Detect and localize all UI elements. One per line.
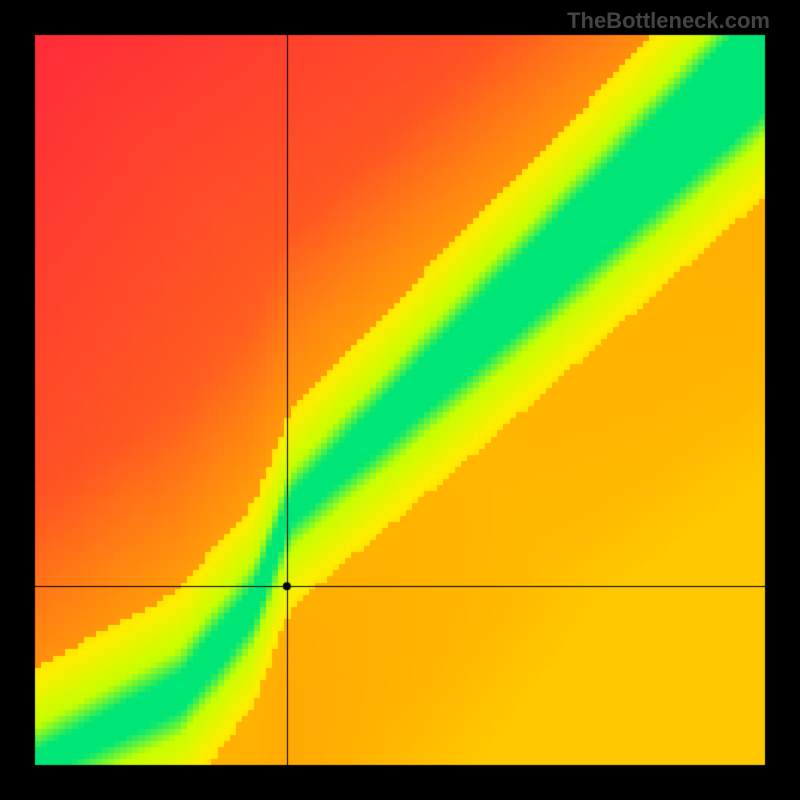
chart-container: TheBottleneck.com bbox=[0, 0, 800, 800]
watermark-text: TheBottleneck.com bbox=[567, 8, 770, 34]
bottleneck-heatmap bbox=[0, 0, 800, 800]
